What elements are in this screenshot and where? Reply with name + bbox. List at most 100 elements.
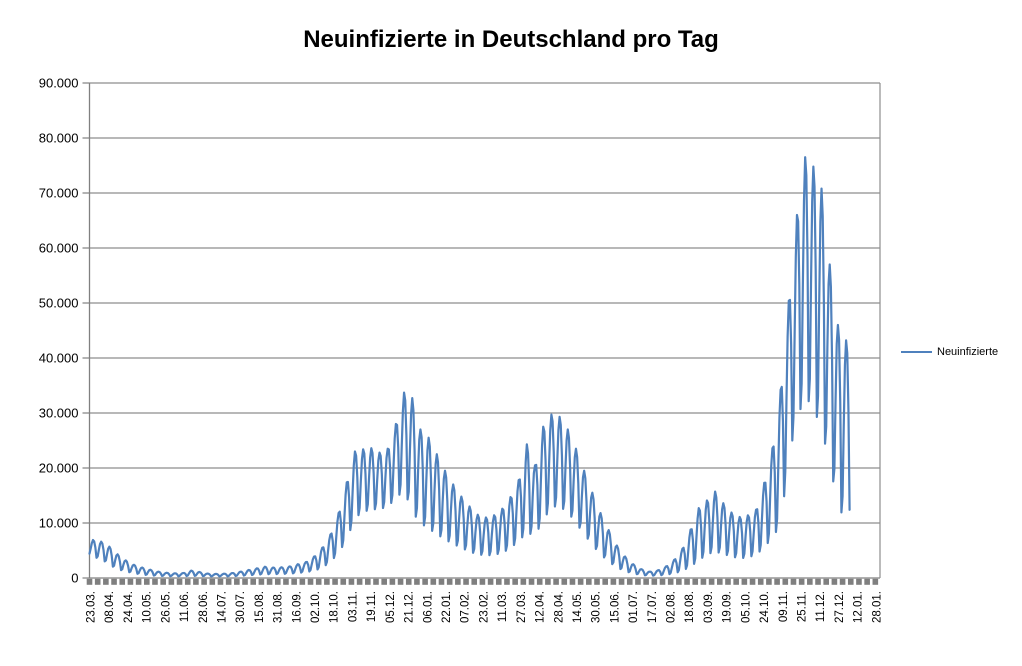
y-tick-label: 10.000	[39, 516, 79, 531]
x-axis-tick-dash	[184, 578, 191, 585]
x-axis-tick-dash	[586, 578, 592, 585]
x-axis-tick-dash	[495, 578, 502, 585]
x-tick-label: 14.07.	[216, 591, 228, 623]
x-tick-label: 12.04.	[535, 591, 547, 623]
x-axis-tick-dash	[479, 578, 486, 585]
x-axis-tick-dash	[766, 578, 772, 585]
x-axis-tick-dash	[389, 578, 396, 585]
chart-title: Neuinfizierte in Deutschland pro Tag	[303, 26, 719, 53]
x-axis-tick-dash	[839, 578, 846, 585]
x-axis-tick-dash	[471, 578, 478, 585]
x-axis-tick-dash	[193, 578, 199, 585]
x-tick-label: 30.07.	[235, 591, 247, 623]
x-tick-label: 27.03.	[516, 591, 528, 623]
x-tick-label: 08.04.	[104, 591, 116, 623]
x-axis-tick-dash	[160, 578, 166, 585]
x-axis-tick-dash	[168, 578, 175, 585]
x-axis-tick-dash	[234, 578, 240, 585]
x-axis-tick-dash	[561, 578, 568, 585]
x-axis-tick-dash	[831, 578, 838, 585]
x-tick-label: 17.07.	[647, 591, 659, 623]
x-axis-tick-dash	[209, 578, 216, 585]
x-tick-label: 05.10.	[740, 591, 752, 623]
x-axis-tick-dash	[397, 578, 404, 585]
x-axis-tick-dash	[242, 578, 248, 585]
y-tick-label: 50.000	[39, 296, 79, 311]
x-axis-tick-dash	[733, 578, 739, 585]
x-tick-label: 02.08.	[666, 591, 678, 623]
x-axis-tick-dash	[356, 578, 363, 585]
x-axis-tick-dash	[348, 578, 355, 585]
x-tick-label: 11.12.	[815, 591, 827, 622]
x-axis-tick-dash	[856, 578, 862, 585]
x-axis-tick-dash	[626, 578, 633, 585]
x-axis-tick-dash	[512, 578, 518, 585]
x-axis-tick-dash	[807, 578, 813, 585]
x-axis-tick-dash	[365, 578, 371, 585]
x-axis-tick-dash	[463, 578, 469, 585]
x-axis-tick-dash	[667, 578, 674, 585]
x-axis-tick-dash	[225, 578, 232, 585]
x-tick-label: 14.05.	[572, 591, 584, 623]
y-tick-label: 0	[71, 571, 78, 586]
x-tick-label: 18.08.	[684, 591, 696, 623]
y-tick-label: 20.000	[39, 461, 79, 476]
x-axis-tick-dash	[635, 578, 641, 585]
x-tick-label: 07.02.	[460, 591, 472, 623]
x-axis-tick-dash	[217, 578, 224, 585]
x-axis-tick-dash	[643, 578, 649, 585]
x-tick-label: 16.09.	[291, 591, 303, 623]
x-tick-label: 02.10.	[310, 591, 322, 623]
x-axis-tick-dash	[283, 578, 289, 585]
x-axis-tick-dash	[553, 578, 559, 585]
y-tick-label: 90.000	[39, 76, 79, 91]
x-axis-tick-dash	[520, 578, 527, 585]
x-axis-tick-dash	[782, 578, 789, 585]
x-axis-tick-dash	[872, 578, 879, 585]
x-axis-tick-dash	[528, 578, 535, 585]
x-tick-label: 03.11.	[347, 591, 359, 622]
x-axis-tick-dash	[176, 578, 183, 585]
x-axis-tick-dash	[340, 578, 347, 585]
x-axis-tick-dash	[94, 578, 101, 585]
x-axis-tick-dash	[430, 578, 437, 585]
x-axis-tick-dash	[774, 578, 780, 585]
x-tick-label: 23.02.	[478, 591, 490, 623]
x-axis-tick-dash	[455, 578, 461, 585]
x-axis-tick-dash	[307, 578, 314, 585]
x-axis-tick-dash	[446, 578, 453, 585]
x-tick-label: 10.05.	[142, 591, 154, 623]
x-axis-tick-dash	[676, 578, 682, 585]
y-tick-label: 30.000	[39, 406, 79, 421]
x-axis-tick-dash	[610, 578, 617, 585]
x-axis-tick-dash	[373, 578, 379, 585]
x-tick-label: 06.01.	[422, 591, 434, 623]
x-tick-label: 01.07.	[628, 591, 640, 623]
x-axis-tick-dash	[618, 578, 625, 585]
x-axis-tick-dash	[422, 578, 428, 585]
x-axis-tick-dash	[725, 578, 731, 585]
x-axis-tick-dash	[414, 578, 420, 585]
x-axis-tick-dash	[700, 578, 707, 585]
x-axis-tick-dash	[504, 578, 510, 585]
x-axis-tick-dash	[438, 578, 445, 585]
x-axis-tick-dash	[569, 578, 576, 585]
y-tick-label: 60.000	[39, 241, 79, 256]
x-axis-tick-dash	[536, 578, 543, 585]
x-axis-tick-dash	[651, 578, 658, 585]
x-tick-label: 26.05.	[160, 591, 172, 623]
x-tick-label: 11.06.	[179, 591, 191, 622]
x-axis-tick-dash	[274, 578, 281, 585]
y-tick-label: 70.000	[39, 186, 79, 201]
y-tick-label: 80.000	[39, 131, 79, 146]
x-tick-label: 15.06.	[609, 591, 621, 623]
x-axis-tick-dash	[324, 578, 330, 585]
x-tick-label: 12.01.	[853, 591, 865, 623]
x-axis-tick-dash	[258, 578, 265, 585]
x-axis-tick-dash	[201, 578, 207, 585]
x-axis-tick-dash	[152, 578, 158, 585]
x-axis-tick-dash	[86, 578, 93, 585]
x-axis-tick-dash	[299, 578, 306, 585]
x-axis-tick-dash	[487, 578, 494, 585]
